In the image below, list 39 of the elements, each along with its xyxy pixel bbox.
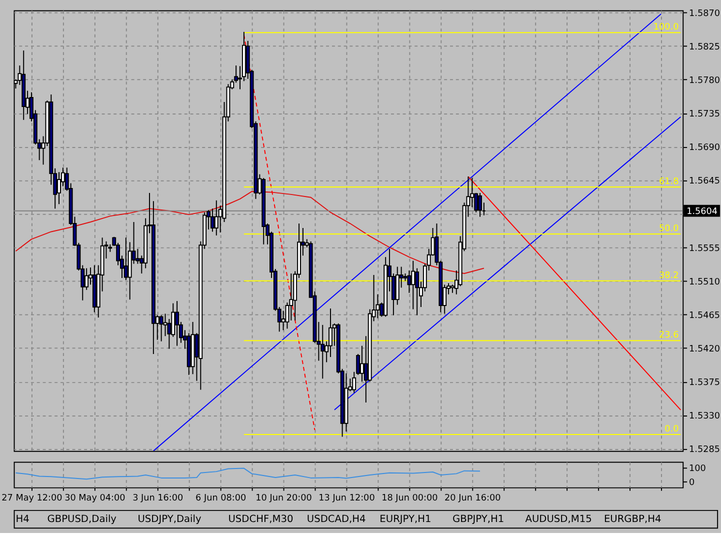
y-tick-label: 1.5735 (689, 110, 720, 120)
y-tick-label: 0 (689, 478, 696, 488)
y-tick-label: 1.5645 (689, 176, 720, 187)
series-label: 0.0 (664, 424, 680, 435)
y-tick-label: 1.5330 (689, 412, 720, 422)
series-label: 23.6 (659, 330, 680, 341)
y-tick-label: 1.5375 (689, 378, 720, 388)
x-tick-label: 27 May 12:00 (2, 494, 63, 504)
text: GBPJPY,H1 (452, 514, 504, 525)
text: USDCHF,M30 (228, 514, 294, 525)
text: AUDUSD,M15 (525, 514, 592, 525)
series-label: 50.0 (659, 224, 680, 234)
series-label: 100.0 (653, 22, 680, 33)
text: EURGBP,H4 (604, 514, 662, 525)
y-tick-label: 1.5420 (689, 344, 720, 354)
x-tick-label: 10 Jun 20:00 (256, 494, 312, 504)
text: USDCAD,H4 (306, 514, 366, 525)
text: H4 (16, 514, 30, 525)
x-tick-label: 20 Jun 16:00 (444, 494, 502, 504)
text: EURJPY,H1 (380, 514, 432, 525)
series-label: 38.2 (659, 270, 679, 281)
text: USDJPY,Daily (138, 514, 202, 525)
y-tick-label: 1.5465 (689, 310, 720, 321)
text: GBPUSD,Daily (47, 514, 117, 525)
series-label: 61.8 (659, 177, 680, 188)
y-tick-label: 1.5285 (689, 445, 720, 456)
y-tick-label: 1.5780 (689, 76, 720, 86)
ref-line-label: 1.5604 (686, 206, 718, 217)
x-tick-label: 6 Jun 08:00 (196, 494, 246, 504)
y-tick-label: 1.5870 (689, 8, 720, 19)
y-tick-label: 1.5690 (689, 143, 720, 154)
x-tick-label: 18 Jun 00:00 (382, 494, 438, 504)
y-tick-label: 1.5825 (689, 42, 720, 52)
x-tick-label: 3 Jun 16:00 (132, 494, 184, 504)
y-tick-label: 1.5555 (689, 244, 720, 254)
y-tick-label: 1.5510 (689, 277, 720, 288)
x-tick-label: 30 May 04:00 (64, 494, 126, 504)
y-tick-label: 100 (689, 464, 706, 474)
x-tick-label: 13 Jun 12:00 (318, 494, 376, 504)
